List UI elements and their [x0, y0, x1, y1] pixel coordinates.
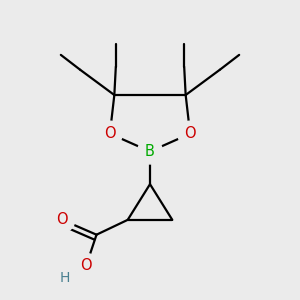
Text: B: B [145, 144, 155, 159]
Circle shape [178, 121, 203, 146]
Text: O: O [184, 126, 196, 141]
Circle shape [50, 207, 75, 232]
Text: O: O [56, 212, 68, 227]
Circle shape [53, 265, 78, 290]
Text: O: O [80, 258, 92, 273]
Circle shape [137, 139, 163, 164]
Circle shape [98, 121, 122, 146]
Circle shape [74, 254, 99, 278]
Text: H: H [60, 271, 70, 285]
Text: O: O [104, 126, 116, 141]
